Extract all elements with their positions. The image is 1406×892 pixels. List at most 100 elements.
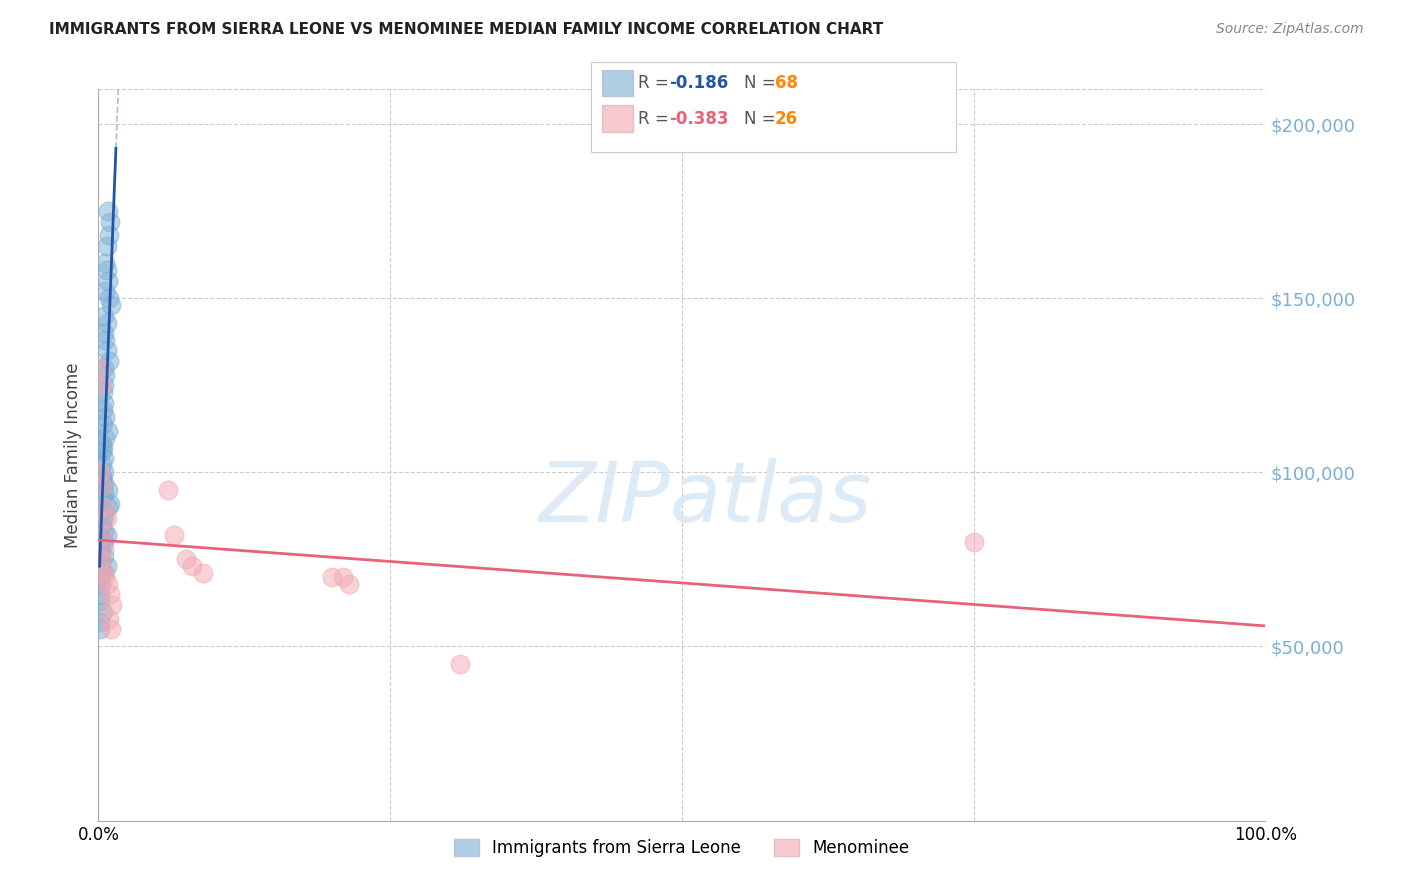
Text: N =: N =	[744, 74, 780, 92]
Point	[90, 472, 112, 486]
Text: IMMIGRANTS FROM SIERRA LEONE VS MENOMINEE MEDIAN FAMILY INCOME CORRELATION CHART: IMMIGRANTS FROM SIERRA LEONE VS MENOMINE…	[49, 22, 883, 37]
Point	[337, 576, 360, 591]
Text: 68: 68	[775, 74, 797, 92]
Text: R =: R =	[638, 110, 675, 128]
Point	[100, 622, 122, 636]
Point	[96, 263, 118, 277]
Point	[90, 507, 112, 521]
Y-axis label: Median Family Income: Median Family Income	[65, 362, 83, 548]
Point	[89, 360, 111, 375]
Point	[93, 395, 115, 409]
Point	[94, 409, 117, 424]
Point	[90, 514, 112, 528]
Point	[93, 466, 115, 480]
Point	[90, 539, 112, 553]
Point	[93, 326, 115, 340]
Text: ZIPatlas: ZIPatlas	[538, 458, 872, 540]
Point	[90, 517, 112, 532]
Point	[90, 521, 112, 535]
Point	[962, 535, 984, 549]
Point	[90, 541, 112, 556]
Point	[93, 549, 115, 563]
Point	[94, 333, 117, 347]
Point	[93, 486, 115, 500]
Point	[90, 437, 112, 451]
Point	[90, 458, 112, 473]
Point	[89, 466, 111, 480]
Point	[321, 570, 343, 584]
Point	[332, 570, 354, 584]
Point	[94, 256, 117, 270]
Point	[97, 274, 120, 288]
Point	[97, 204, 120, 219]
Point	[90, 479, 112, 493]
Point	[93, 451, 115, 466]
Legend: Immigrants from Sierra Leone, Menominee: Immigrants from Sierra Leone, Menominee	[447, 832, 917, 863]
Point	[180, 559, 202, 574]
Point	[98, 497, 121, 511]
Point	[90, 556, 112, 570]
Point	[97, 500, 120, 515]
Point	[91, 417, 114, 431]
Point	[94, 368, 117, 382]
Point	[91, 402, 114, 417]
Point	[93, 566, 115, 581]
Point	[96, 528, 118, 542]
Point	[101, 598, 124, 612]
Point	[90, 493, 112, 508]
Point	[93, 378, 115, 392]
Point	[93, 500, 115, 515]
Point	[91, 563, 114, 577]
Text: 26: 26	[775, 110, 797, 128]
Point	[90, 563, 112, 577]
Point	[163, 528, 186, 542]
Point	[90, 552, 112, 566]
Point	[97, 612, 120, 626]
Point	[90, 479, 112, 493]
Point	[97, 354, 120, 368]
Point	[97, 424, 120, 438]
Point	[98, 214, 121, 228]
Point	[89, 594, 111, 608]
Point	[96, 343, 118, 358]
Point	[96, 510, 118, 524]
Point	[96, 239, 118, 253]
Point	[93, 524, 115, 539]
Point	[174, 552, 197, 566]
Text: -0.186: -0.186	[669, 74, 728, 92]
Text: Source: ZipAtlas.com: Source: ZipAtlas.com	[1216, 22, 1364, 37]
Point	[97, 291, 120, 305]
Point	[93, 503, 115, 517]
Point	[94, 570, 117, 584]
Point	[90, 490, 112, 504]
Point	[193, 566, 215, 581]
Point	[93, 309, 115, 323]
Point	[100, 298, 122, 312]
Point	[89, 615, 111, 629]
Point	[90, 576, 112, 591]
Point	[93, 541, 115, 556]
Point	[94, 430, 117, 444]
Point	[94, 284, 117, 298]
Point	[91, 441, 114, 455]
Point	[90, 545, 112, 559]
Point	[96, 316, 118, 330]
Point	[449, 657, 471, 671]
Text: -0.383: -0.383	[669, 110, 728, 128]
Point	[90, 378, 112, 392]
Point	[97, 483, 120, 497]
Point	[157, 483, 180, 497]
Text: R =: R =	[638, 74, 675, 92]
Point	[91, 605, 114, 619]
Point	[97, 576, 120, 591]
Point	[98, 587, 121, 601]
Point	[90, 468, 112, 483]
Point	[90, 552, 112, 566]
Point	[97, 228, 120, 243]
Point	[93, 510, 115, 524]
Point	[93, 475, 115, 490]
Point	[91, 528, 114, 542]
Text: N =: N =	[744, 110, 780, 128]
Point	[90, 444, 112, 458]
Point	[93, 535, 115, 549]
